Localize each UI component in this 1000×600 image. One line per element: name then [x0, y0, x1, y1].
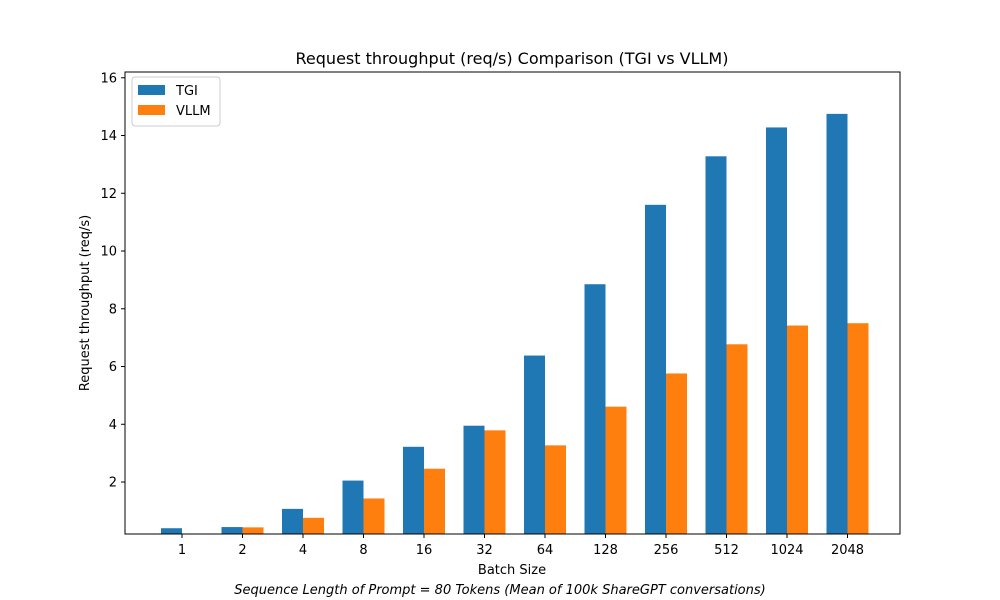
y-axis-title: Request throughput (req/s) [78, 215, 93, 391]
bar-tgi-256 [645, 204, 666, 534]
y-tick-label: 10 [100, 245, 117, 260]
bar-vllm-256 [666, 373, 687, 534]
y-tick-label: 8 [109, 302, 117, 317]
y-tick-label: 4 [109, 418, 117, 433]
x-tick-label: 512 [714, 543, 739, 558]
y-axis: 2 4 6 8 10 12 14 16 [100, 71, 125, 491]
bar-vllm-2 [242, 527, 264, 534]
bar-tgi-8 [342, 480, 364, 534]
bars-layer [161, 113, 869, 535]
legend-label-tgi: TGI [175, 84, 198, 99]
bar-vllm-8 [363, 498, 385, 534]
bar-tgi-2048 [826, 113, 848, 535]
x-tick-label: 32 [476, 543, 493, 558]
legend-label-vllm: VLLM [176, 104, 211, 119]
legend-swatch-tgi [138, 85, 165, 95]
bar-vllm-16 [424, 468, 445, 534]
y-tick-label: 2 [109, 476, 117, 491]
bar-vllm-1024 [787, 325, 808, 534]
bar-tgi-1 [161, 528, 182, 534]
x-tick-label: 1 [178, 543, 186, 558]
x-axis: 1 2 4 8 16 32 64 128 256 512 1024 2048 [178, 534, 864, 558]
bar-tgi-128 [584, 284, 606, 534]
x-tick-label: 4 [299, 543, 307, 558]
x-tick-label: 64 [537, 543, 554, 558]
legend: TGI VLLM [131, 76, 221, 127]
bar-tgi-16 [403, 446, 424, 534]
bar-tgi-64 [524, 355, 545, 534]
bar-tgi-32 [463, 425, 485, 534]
bar-vllm-4 [303, 517, 324, 534]
y-tick-label: 14 [100, 129, 117, 144]
chart-title: Request throughput (req/s) Comparison (T… [296, 49, 729, 68]
bar-tgi-512 [705, 156, 727, 534]
figure-caption: Sequence Length of Prompt = 80 Tokens (M… [234, 583, 765, 598]
x-axis-title: Batch Size [478, 563, 546, 578]
bar-tgi-4 [282, 508, 303, 534]
bar-vllm-128 [605, 406, 627, 534]
x-tick-label: 16 [416, 543, 433, 558]
y-tick-label: 16 [100, 71, 117, 86]
bar-vllm-512 [726, 344, 748, 534]
bar-vllm-64 [545, 445, 566, 534]
x-tick-label: 1024 [770, 543, 803, 558]
y-tick-label: 6 [109, 360, 117, 375]
plot-frame [124, 71, 901, 535]
x-tick-label: 2048 [831, 543, 864, 558]
bar-tgi-2 [221, 527, 243, 534]
x-tick-label: 8 [359, 543, 367, 558]
bar-vllm-32 [484, 430, 506, 534]
bar-vllm-2048 [847, 323, 869, 534]
legend-swatch-vllm [138, 105, 165, 115]
x-tick-label: 128 [593, 543, 618, 558]
x-tick-label: 256 [654, 543, 679, 558]
bar-tgi-1024 [766, 127, 787, 534]
y-tick-label: 12 [100, 187, 117, 202]
x-tick-label: 2 [238, 543, 246, 558]
